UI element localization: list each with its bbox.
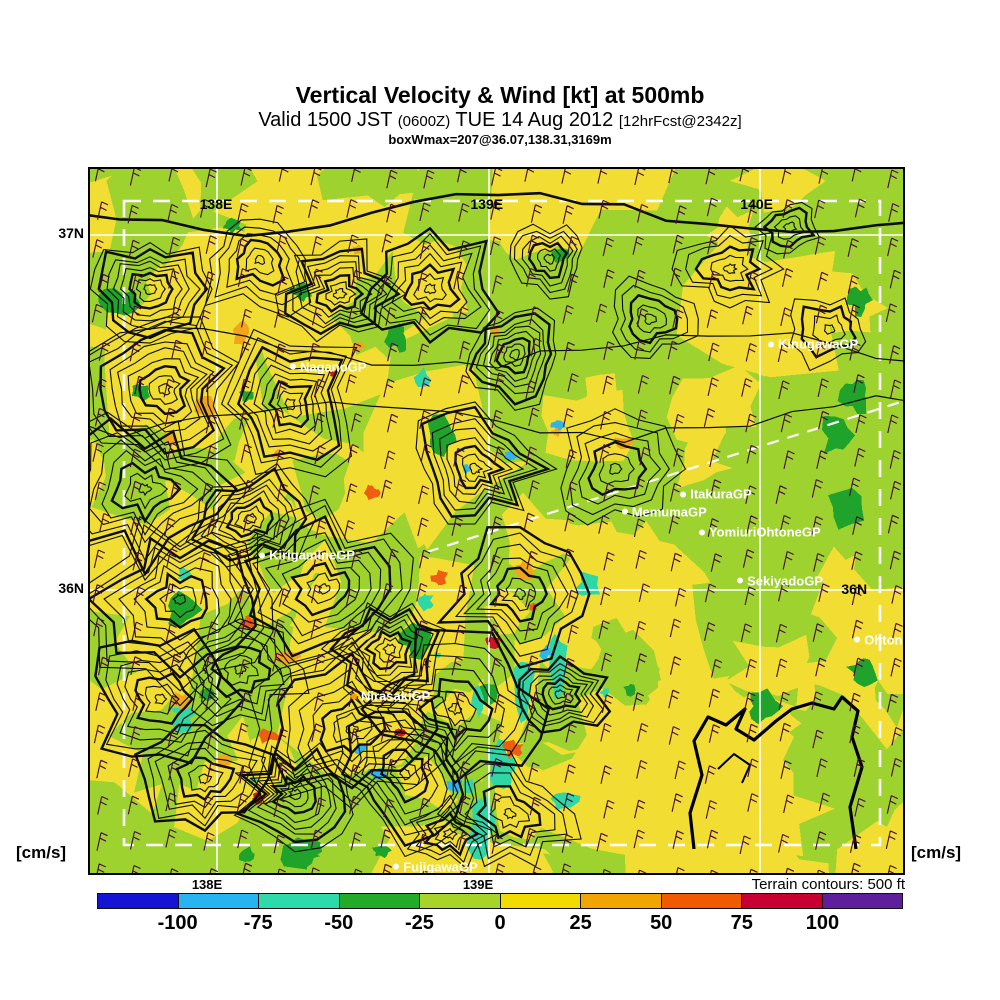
colorbar-segment: [661, 894, 742, 908]
colorbar-tick: 50: [650, 912, 673, 934]
lon-label-bottom: 138E: [191, 877, 223, 892]
colorbar-tick-labels: -100 -75 -50 -25 0 25 50 75 100: [97, 912, 903, 936]
unit-label-right: [cm/s]: [911, 843, 962, 862]
colorbar-tick: 0: [494, 912, 506, 934]
valid-zulu: (0600Z): [397, 113, 451, 130]
colorbar-segment: [259, 894, 340, 908]
site-marker-icon: [680, 491, 687, 498]
lat-label: 37N: [58, 225, 84, 241]
grid-label: 139E: [470, 196, 504, 213]
site-name: MemumaGP: [631, 504, 707, 520]
site-marker-icon: [621, 508, 628, 515]
colorbar-segment: [581, 894, 662, 908]
site-label-nirasakigp: NirasakiGP: [350, 688, 431, 704]
terrain-contour-note: Terrain contours: 500 ft: [751, 876, 905, 893]
site-name: YomiuriOhtoneGP: [708, 524, 821, 540]
site-name: FujigawaGP: [403, 859, 478, 875]
grid-label: 140E: [740, 196, 774, 213]
site-name: KirigamineGP: [269, 547, 356, 563]
site-label-fujigawagp: FujigawaGP: [393, 859, 478, 875]
site-marker-icon: [259, 552, 266, 559]
site-name: NirasakiGP: [360, 688, 431, 704]
valid-date: TUE 14 Aug 2012: [450, 109, 619, 131]
site-name: ItakuraGP: [690, 486, 752, 502]
colorbar-segment: [500, 894, 581, 908]
colorbar-tick: 25: [569, 912, 592, 934]
colorbar-tick: -75: [243, 912, 273, 934]
lat-label: 36N: [58, 580, 84, 596]
colorbar-segment: [178, 894, 259, 908]
colorbar-segment: [98, 894, 179, 908]
map-canvas: [90, 169, 903, 873]
unit-label-left: [cm/s]: [16, 843, 67, 862]
colorbar-tick: 75: [730, 912, 753, 934]
site-marker-icon: [698, 529, 705, 536]
page-title: Vertical Velocity & Wind [kt] at 500mb: [295, 82, 705, 108]
site-name: KinugawaGP: [778, 336, 859, 352]
grid-label: 36N: [841, 580, 868, 597]
site-label-itakuragp: ItakuraGP: [680, 486, 752, 502]
colorbar-tick: -25: [404, 912, 434, 934]
colorbar-segment: [822, 894, 902, 908]
colorbar-tick: 100: [805, 912, 840, 934]
colorbar-tick: -50: [324, 912, 354, 934]
colorbar-segment: [742, 894, 823, 908]
valid-forecast-tag: [12hrFcst@2342z]: [618, 113, 742, 130]
boxwmax-line: boxWmax=207@36.07,138.31,3169m: [388, 132, 612, 147]
site-label-memumagp: MemumaGP: [621, 504, 707, 520]
site-marker-icon: [289, 363, 296, 370]
grid-label: 138E: [199, 196, 233, 213]
site-label-kinugawagp: KinugawaGP: [768, 337, 858, 352]
lon-label-bottom: 139E: [462, 877, 494, 892]
site-label-yomiuriohtonegp: YomiuriOhtoneGP: [698, 524, 821, 540]
colorbar: [97, 893, 903, 909]
valid-time-line: Valid 1500 JST (0600Z) TUE 14 Aug 2012 […: [0, 109, 1000, 132]
site-marker-icon: [737, 577, 744, 584]
colorbar-segment: [420, 894, 501, 908]
site-marker-icon: [854, 636, 861, 643]
site-marker-icon: [350, 693, 357, 700]
valid-prefix: Valid 1500 JST: [258, 109, 398, 131]
weather-map: 138E 139E 140E 36N NaganoGP KinugawaGP Itakura…: [88, 167, 905, 875]
colorbar-segment: [339, 894, 420, 908]
site-marker-icon: [393, 863, 400, 870]
site-name: NaganoGP: [299, 359, 367, 375]
site-name: OhtoneGP: [864, 632, 903, 648]
site-label-sekiyadogp: SekiyadoGP: [737, 573, 823, 588]
site-label-kirigaminegp: KirigamineGP: [259, 548, 355, 563]
site-name: SekiyadoGP: [747, 573, 824, 589]
site-label-ohtonegp: OhtoneGP: [854, 632, 903, 648]
colorbar-tick: -100: [157, 912, 198, 934]
site-label-naganogp: NaganoGP: [289, 359, 367, 375]
site-marker-icon: [768, 341, 775, 348]
